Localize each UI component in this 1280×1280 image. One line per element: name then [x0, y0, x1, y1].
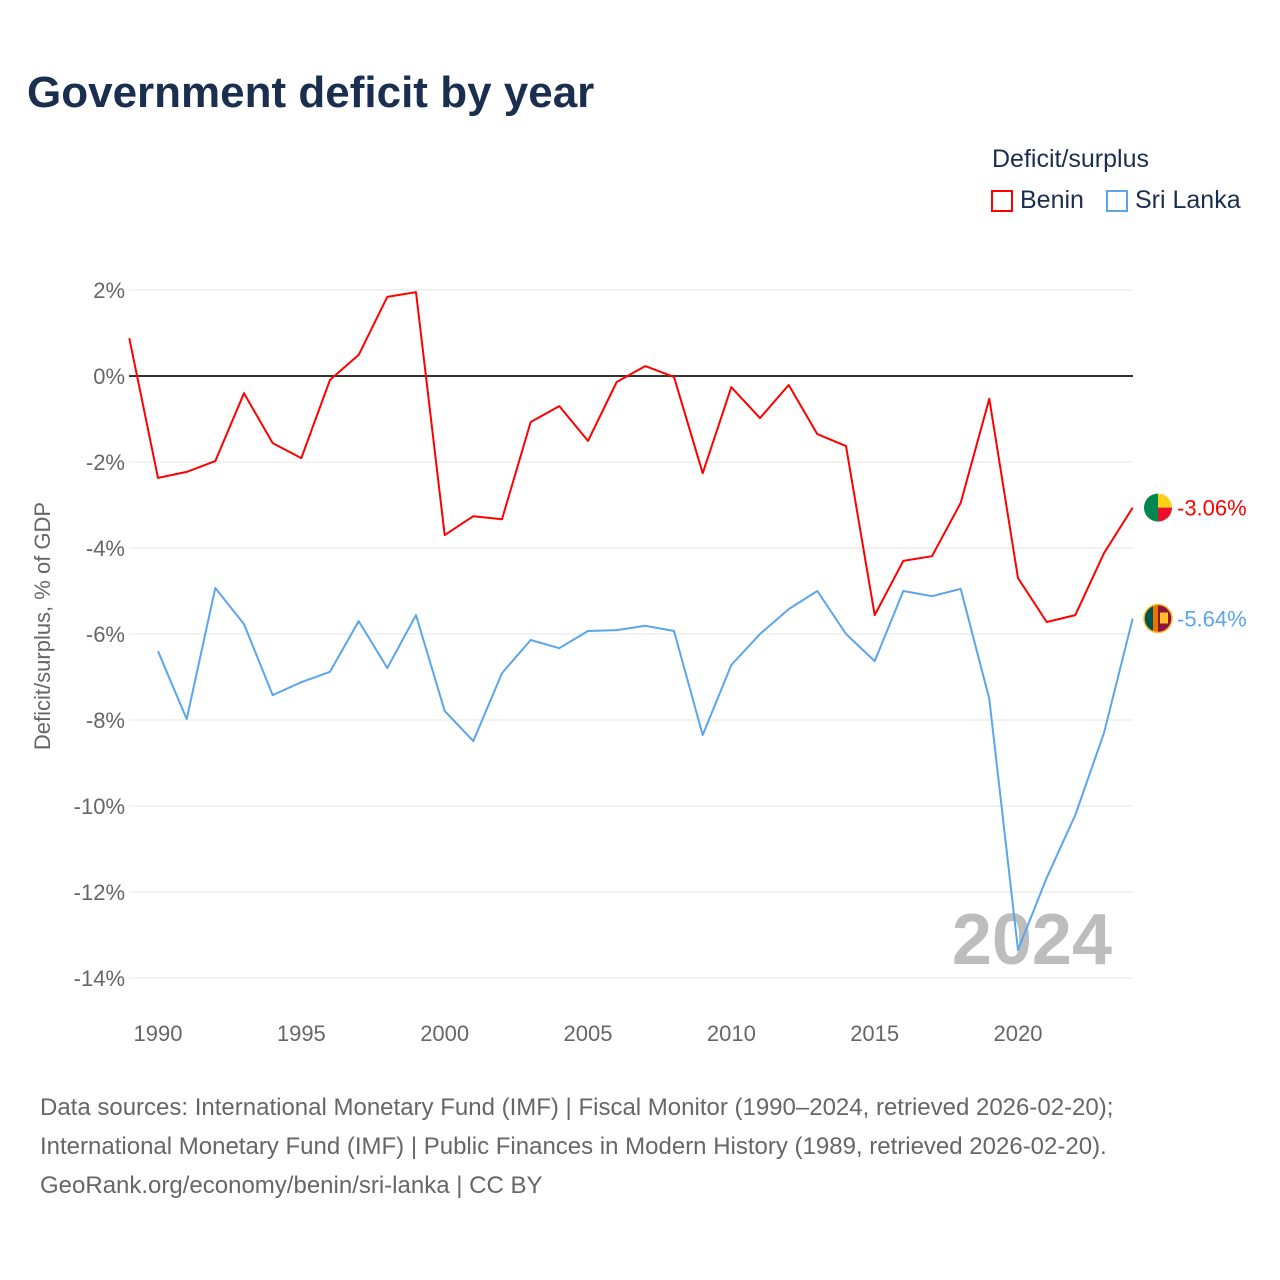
flag-sri-lanka-orange	[1153, 605, 1158, 633]
flag-sri-lanka-green	[1144, 605, 1153, 632]
flag-benin-green	[1144, 493, 1158, 522]
x-tick-label: 1995	[277, 1021, 326, 1046]
source-line-3[interactable]: GeoRank.org/economy/benin/sri-lanka | CC…	[40, 1172, 543, 1199]
legend-item-sri-lanka[interactable]: Sri Lanka	[1106, 186, 1241, 215]
y-tick-label: 0%	[93, 364, 125, 389]
legend-label-sri-lanka: Sri Lanka	[1135, 186, 1241, 214]
x-tick-label: 2005	[564, 1021, 613, 1046]
legend-swatch-sri-lanka	[1106, 189, 1128, 212]
chart-title: Government deficit by year	[27, 68, 595, 117]
y-axis-label: Deficit/surplus, % of GDP	[30, 502, 55, 750]
x-tick-label: 2020	[994, 1021, 1043, 1046]
y-tick-label: -10%	[74, 794, 125, 819]
y-tick-label: -2%	[86, 450, 125, 475]
y-tick-label: 2%	[93, 278, 125, 303]
flag-benin-red	[1158, 507, 1172, 522]
series-line-sri-lanka	[157, 587, 1134, 951]
line-chart: 2024 2% 0% -2% -4% -6% -8% -10% -12% -14% 1990 1995…	[30, 278, 1247, 1046]
legend-swatch-benin	[991, 189, 1013, 212]
source-line-1: Data sources: International Monetary Fun…	[40, 1094, 1114, 1121]
y-tick-label: -6%	[86, 622, 125, 647]
source-line-2: International Monetary Fund (IMF) | Publ…	[40, 1133, 1107, 1160]
x-tick-label: 1990	[134, 1021, 183, 1046]
x-tick-label: 2000	[420, 1021, 469, 1046]
y-tick-label: -4%	[86, 536, 125, 561]
flag-sri-lanka-lion	[1160, 612, 1168, 624]
end-label-benin: -3.06%	[1177, 496, 1247, 521]
series-line-benin	[128, 291, 1134, 623]
legend-label-benin: Benin	[1020, 186, 1084, 214]
footer: Data sources: International Monetary Fun…	[40, 1088, 1113, 1205]
flag-sri-lanka-border	[1143, 603, 1173, 634]
end-label-sri-lanka: -5.64%	[1177, 607, 1247, 632]
legend-title: Deficit/surplus	[992, 145, 1149, 173]
y-tick-label: -12%	[74, 880, 125, 905]
year-watermark: 2024	[952, 900, 1112, 980]
legend-item-benin[interactable]: Benin	[991, 186, 1084, 215]
y-tick-label: -8%	[86, 708, 125, 733]
y-tick-label: -14%	[74, 966, 125, 991]
x-tick-label: 2010	[707, 1021, 756, 1046]
x-tick-label: 2015	[850, 1021, 899, 1046]
